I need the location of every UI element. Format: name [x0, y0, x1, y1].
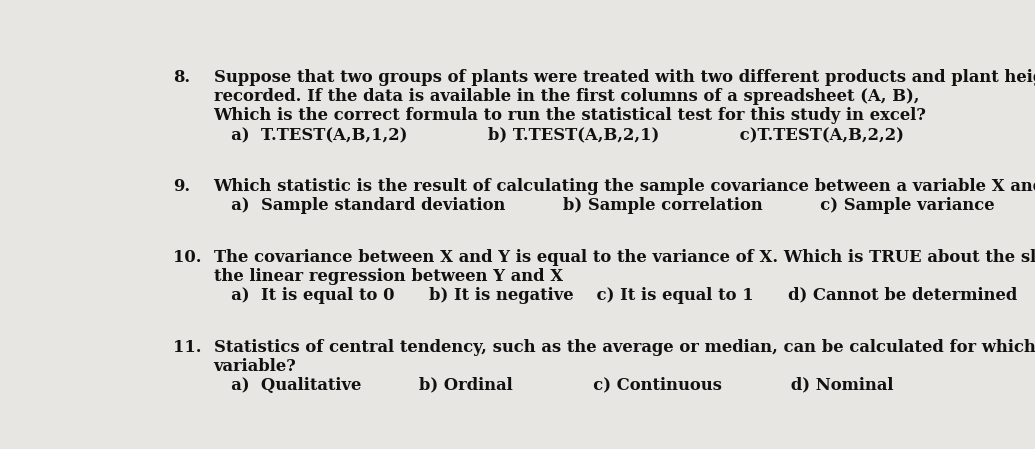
Text: a)  Qualitative          b) Ordinal              c) Continuous            d) Nom: a) Qualitative b) Ordinal c) Continuous … [213, 377, 893, 394]
Text: recorded. If the data is available in the first columns of a spreadsheet (A, B),: recorded. If the data is available in th… [213, 88, 919, 106]
Text: Suppose that two groups of plants were treated with two different products and p: Suppose that two groups of plants were t… [213, 70, 1035, 87]
Text: the linear regression between Y and X: the linear regression between Y and X [213, 268, 563, 285]
Text: a)  It is equal to 0      b) It is negative    c) It is equal to 1      d) Canno: a) It is equal to 0 b) It is negative c)… [213, 287, 1016, 304]
Text: variable?: variable? [213, 358, 296, 375]
Text: 11.: 11. [174, 339, 202, 356]
Text: a)  T.TEST(A,B,1,2)              b) T.TEST(A,B,2,1)              c)T.TEST(A,B,2,: a) T.TEST(A,B,1,2) b) T.TEST(A,B,2,1) c)… [213, 127, 904, 144]
Text: Which is the correct formula to run the statistical test for this study in excel: Which is the correct formula to run the … [213, 107, 926, 124]
Text: 10.: 10. [174, 249, 202, 266]
Text: Which statistic is the result of calculating the sample covariance between a var: Which statistic is the result of calcula… [213, 178, 1035, 195]
Text: The covariance between X and Y is equal to the variance of X. Which is TRUE abou: The covariance between X and Y is equal … [213, 249, 1035, 266]
Text: Statistics of central tendency, such as the average or median, can be calculated: Statistics of central tendency, such as … [213, 339, 1035, 356]
Text: a)  Sample standard deviation          b) Sample correlation          c) Sample : a) Sample standard deviation b) Sample c… [213, 198, 995, 214]
Text: 9.: 9. [174, 178, 190, 195]
Text: 8.: 8. [174, 70, 190, 87]
